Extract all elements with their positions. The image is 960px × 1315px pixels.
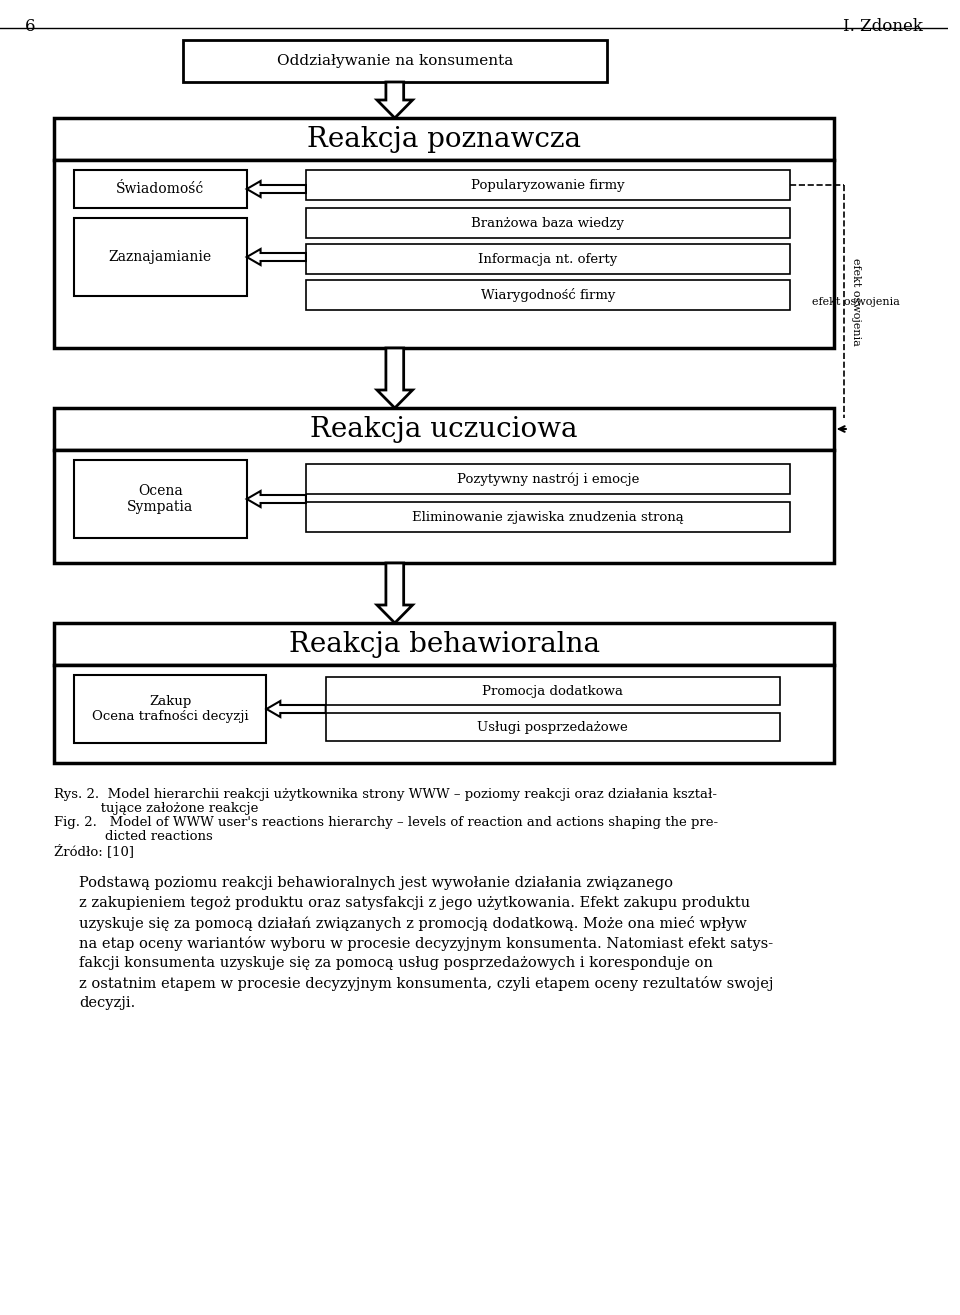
Text: Fig. 2.   Model of WWW user's reactions hierarchy – levels of reaction and actio: Fig. 2. Model of WWW user's reactions hi… <box>55 817 718 828</box>
Text: Usługi posprzedażowe: Usługi posprzedażowe <box>477 721 628 734</box>
Text: Pozytywny nastrój i emocje: Pozytywny nastrój i emocje <box>457 472 639 485</box>
FancyBboxPatch shape <box>325 713 780 740</box>
Text: I. Zdonek: I. Zdonek <box>843 18 923 36</box>
FancyBboxPatch shape <box>306 245 789 274</box>
Text: Podstawą poziomu reakcji behawioralnych jest wywołanie działania związanego: Podstawą poziomu reakcji behawioralnych … <box>79 876 673 890</box>
Polygon shape <box>247 181 306 197</box>
Polygon shape <box>377 563 413 623</box>
FancyBboxPatch shape <box>55 118 834 160</box>
FancyBboxPatch shape <box>182 39 607 82</box>
Text: dicted reactions: dicted reactions <box>55 830 213 843</box>
Text: na etap oceny wariantów wyboru w procesie decyzyjnym konsumenta. Natomiast efekt: na etap oceny wariantów wyboru w procesi… <box>79 936 773 951</box>
Text: Zaznajamianie: Zaznajamianie <box>108 250 212 264</box>
Text: Popularyzowanie firmy: Popularyzowanie firmy <box>471 179 625 192</box>
FancyBboxPatch shape <box>325 677 780 705</box>
FancyBboxPatch shape <box>55 665 834 763</box>
FancyBboxPatch shape <box>74 218 247 296</box>
Polygon shape <box>247 490 306 508</box>
FancyBboxPatch shape <box>74 170 247 208</box>
FancyBboxPatch shape <box>55 450 834 563</box>
FancyBboxPatch shape <box>306 208 789 238</box>
Text: Branżowa baza wiedzy: Branżowa baza wiedzy <box>471 217 624 230</box>
FancyBboxPatch shape <box>55 623 834 665</box>
Polygon shape <box>377 82 413 118</box>
Text: efekt oswojenia: efekt oswojenia <box>851 258 861 346</box>
Text: Oddziaływanie na konsumenta: Oddziaływanie na konsumenta <box>276 54 513 68</box>
Text: Reakcja uczuciowa: Reakcja uczuciowa <box>310 416 578 443</box>
FancyBboxPatch shape <box>55 160 834 348</box>
Text: decyzji.: decyzji. <box>79 995 135 1010</box>
Text: Rys. 2.  Model hierarchii reakcji użytkownika strony WWW – poziomy reakcji oraz : Rys. 2. Model hierarchii reakcji użytkow… <box>55 788 717 801</box>
Text: Reakcja poznawcza: Reakcja poznawcza <box>307 125 581 153</box>
Text: z zakupieniem tegoż produktu oraz satysfakcji z jego użytkowania. Efekt zakupu p: z zakupieniem tegoż produktu oraz satysf… <box>79 896 750 910</box>
Polygon shape <box>267 701 325 717</box>
Polygon shape <box>377 348 413 408</box>
Text: efekt oswojenia: efekt oswojenia <box>812 296 900 306</box>
FancyBboxPatch shape <box>74 675 267 743</box>
FancyBboxPatch shape <box>74 460 247 538</box>
Text: Promocja dodatkowa: Promocja dodatkowa <box>482 685 623 697</box>
Text: Wiarygodność firmy: Wiarygodność firmy <box>481 288 615 302</box>
FancyBboxPatch shape <box>306 280 789 310</box>
FancyBboxPatch shape <box>306 502 789 533</box>
FancyBboxPatch shape <box>306 170 789 200</box>
FancyBboxPatch shape <box>306 464 789 494</box>
Text: uzyskuje się za pomocą działań związanych z promocją dodatkową. Może ona mieć wp: uzyskuje się za pomocą działań związanyc… <box>79 917 747 931</box>
Polygon shape <box>247 249 306 266</box>
Text: tujące założone reakcje: tujące założone reakcje <box>55 802 258 815</box>
Text: Ocena
Sympatia: Ocena Sympatia <box>128 484 194 514</box>
Text: Eliminowanie zjawiska znudzenia stroną: Eliminowanie zjawiska znudzenia stroną <box>412 510 684 523</box>
Text: Źródło: [10]: Źródło: [10] <box>55 844 134 857</box>
Text: 6: 6 <box>25 18 36 36</box>
Text: Informacja nt. oferty: Informacja nt. oferty <box>478 252 617 266</box>
Text: z ostatnim etapem w procesie decyzyjnym konsumenta, czyli etapem oceny rezultató: z ostatnim etapem w procesie decyzyjnym … <box>79 976 774 992</box>
Text: fakcji konsumenta uzyskuje się za pomocą usług posprzedażowych i koresponduje on: fakcji konsumenta uzyskuje się za pomocą… <box>79 956 713 970</box>
Text: Reakcja behawioralna: Reakcja behawioralna <box>289 630 600 658</box>
FancyBboxPatch shape <box>55 408 834 450</box>
Text: Świadomość: Świadomość <box>116 181 204 196</box>
Text: Zakup
Ocena trafności decyzji: Zakup Ocena trafności decyzji <box>92 696 249 723</box>
